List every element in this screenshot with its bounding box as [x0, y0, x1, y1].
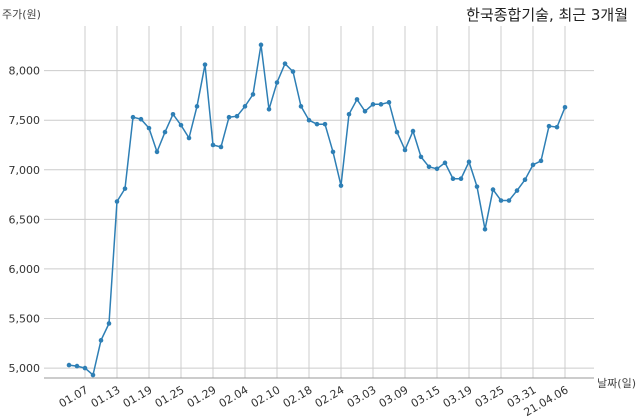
data-point: [122, 186, 128, 191]
y-axis-ticks: 5,000 5,500 6,000 6,500 7,000 7,500 8,000: [9, 65, 41, 375]
data-point: [242, 104, 248, 109]
x-tick-label: 02.04: [217, 383, 251, 410]
data-point: [338, 183, 344, 188]
data-point: [210, 142, 216, 148]
data-point: [154, 149, 160, 155]
data-point: [130, 114, 136, 120]
data-point: [466, 159, 472, 165]
data-point: [362, 108, 368, 114]
data-point: [170, 111, 176, 117]
data-point: [410, 128, 416, 134]
y-tick-label: 5,000: [9, 362, 41, 375]
data-point: [482, 226, 488, 232]
x-tick-label: 03.25: [473, 383, 507, 410]
data-point: [314, 121, 320, 127]
data-point: [522, 177, 528, 182]
data-point: [370, 102, 376, 107]
data-point: [218, 144, 224, 150]
data-point: [138, 116, 144, 122]
data-point: [202, 62, 208, 67]
data-point: [402, 147, 408, 153]
y-tick-label: 8,000: [9, 65, 41, 78]
x-tick-label: 01.19: [121, 383, 155, 410]
data-point: [66, 362, 72, 368]
data-point: [282, 61, 288, 66]
x-tick-label: 02.18: [281, 383, 315, 410]
series-line: [68, 44, 566, 377]
data-point: [330, 149, 336, 155]
x-tick-label: 03.03: [345, 383, 379, 410]
x-axis-label: 날짜(일): [597, 377, 636, 390]
data-point: [98, 338, 104, 343]
y-tick-label: 6,500: [9, 213, 41, 226]
data-point: [442, 160, 448, 166]
data-point: [386, 100, 392, 105]
data-point: [178, 122, 184, 128]
x-tick-label: 01.07: [57, 383, 91, 410]
data-point: [266, 106, 272, 112]
data-point: [306, 117, 312, 123]
data-point: [322, 121, 328, 127]
data-point: [274, 80, 280, 85]
x-tick-label: 02.10: [249, 383, 283, 410]
data-point: [162, 129, 168, 135]
data-point: [394, 129, 400, 135]
data-point: [450, 176, 456, 181]
data-point: [146, 125, 152, 131]
y-tick-label: 5,500: [9, 313, 41, 326]
data-point: [562, 105, 568, 110]
data-point: [426, 164, 432, 170]
data-point: [378, 102, 384, 107]
y-axis-label: 주가(원): [2, 8, 41, 21]
x-tick-label: 01.13: [89, 383, 123, 410]
x-tick-label: 03.19: [441, 383, 475, 410]
data-point: [258, 42, 264, 48]
data-point: [298, 104, 304, 109]
x-tick-label: 01.29: [185, 383, 219, 410]
data-point: [530, 162, 536, 168]
data-point: [74, 363, 80, 369]
data-point: [434, 166, 440, 172]
data-point: [546, 123, 552, 129]
data-point: [90, 372, 96, 378]
data-point: [474, 184, 480, 189]
y-tick-label: 7,500: [9, 114, 41, 127]
data-point: [226, 114, 232, 120]
data-point: [538, 158, 544, 164]
grid-lines: [44, 26, 594, 379]
data-point: [194, 104, 200, 109]
y-tick-label: 7,000: [9, 164, 41, 177]
data-point: [114, 199, 120, 204]
data-point: [490, 187, 496, 192]
x-tick-label: 03.09: [377, 383, 411, 410]
data-point: [514, 188, 520, 193]
chart-title: 한국종합기술, 최근 3개월: [466, 6, 628, 24]
data-point: [506, 198, 512, 203]
x-tick-label: 02.24: [313, 383, 347, 410]
x-axis-ticks: 01.0701.1301.1901.2501.2902.0402.1002.18…: [57, 383, 571, 419]
data-point: [106, 321, 112, 326]
data-point: [234, 113, 240, 119]
x-tick-label: 01.25: [153, 383, 187, 410]
data-point: [354, 97, 360, 102]
data-point: [346, 111, 352, 117]
data-points: [66, 42, 568, 378]
data-point: [290, 69, 296, 74]
data-point: [82, 365, 88, 371]
data-point: [498, 198, 504, 203]
data-point: [554, 124, 560, 130]
data-point: [458, 176, 464, 181]
data-point: [186, 135, 192, 141]
data-point: [418, 154, 424, 160]
x-tick-label: 03.15: [409, 383, 443, 410]
y-tick-label: 6,000: [9, 263, 41, 276]
data-point: [250, 92, 256, 97]
